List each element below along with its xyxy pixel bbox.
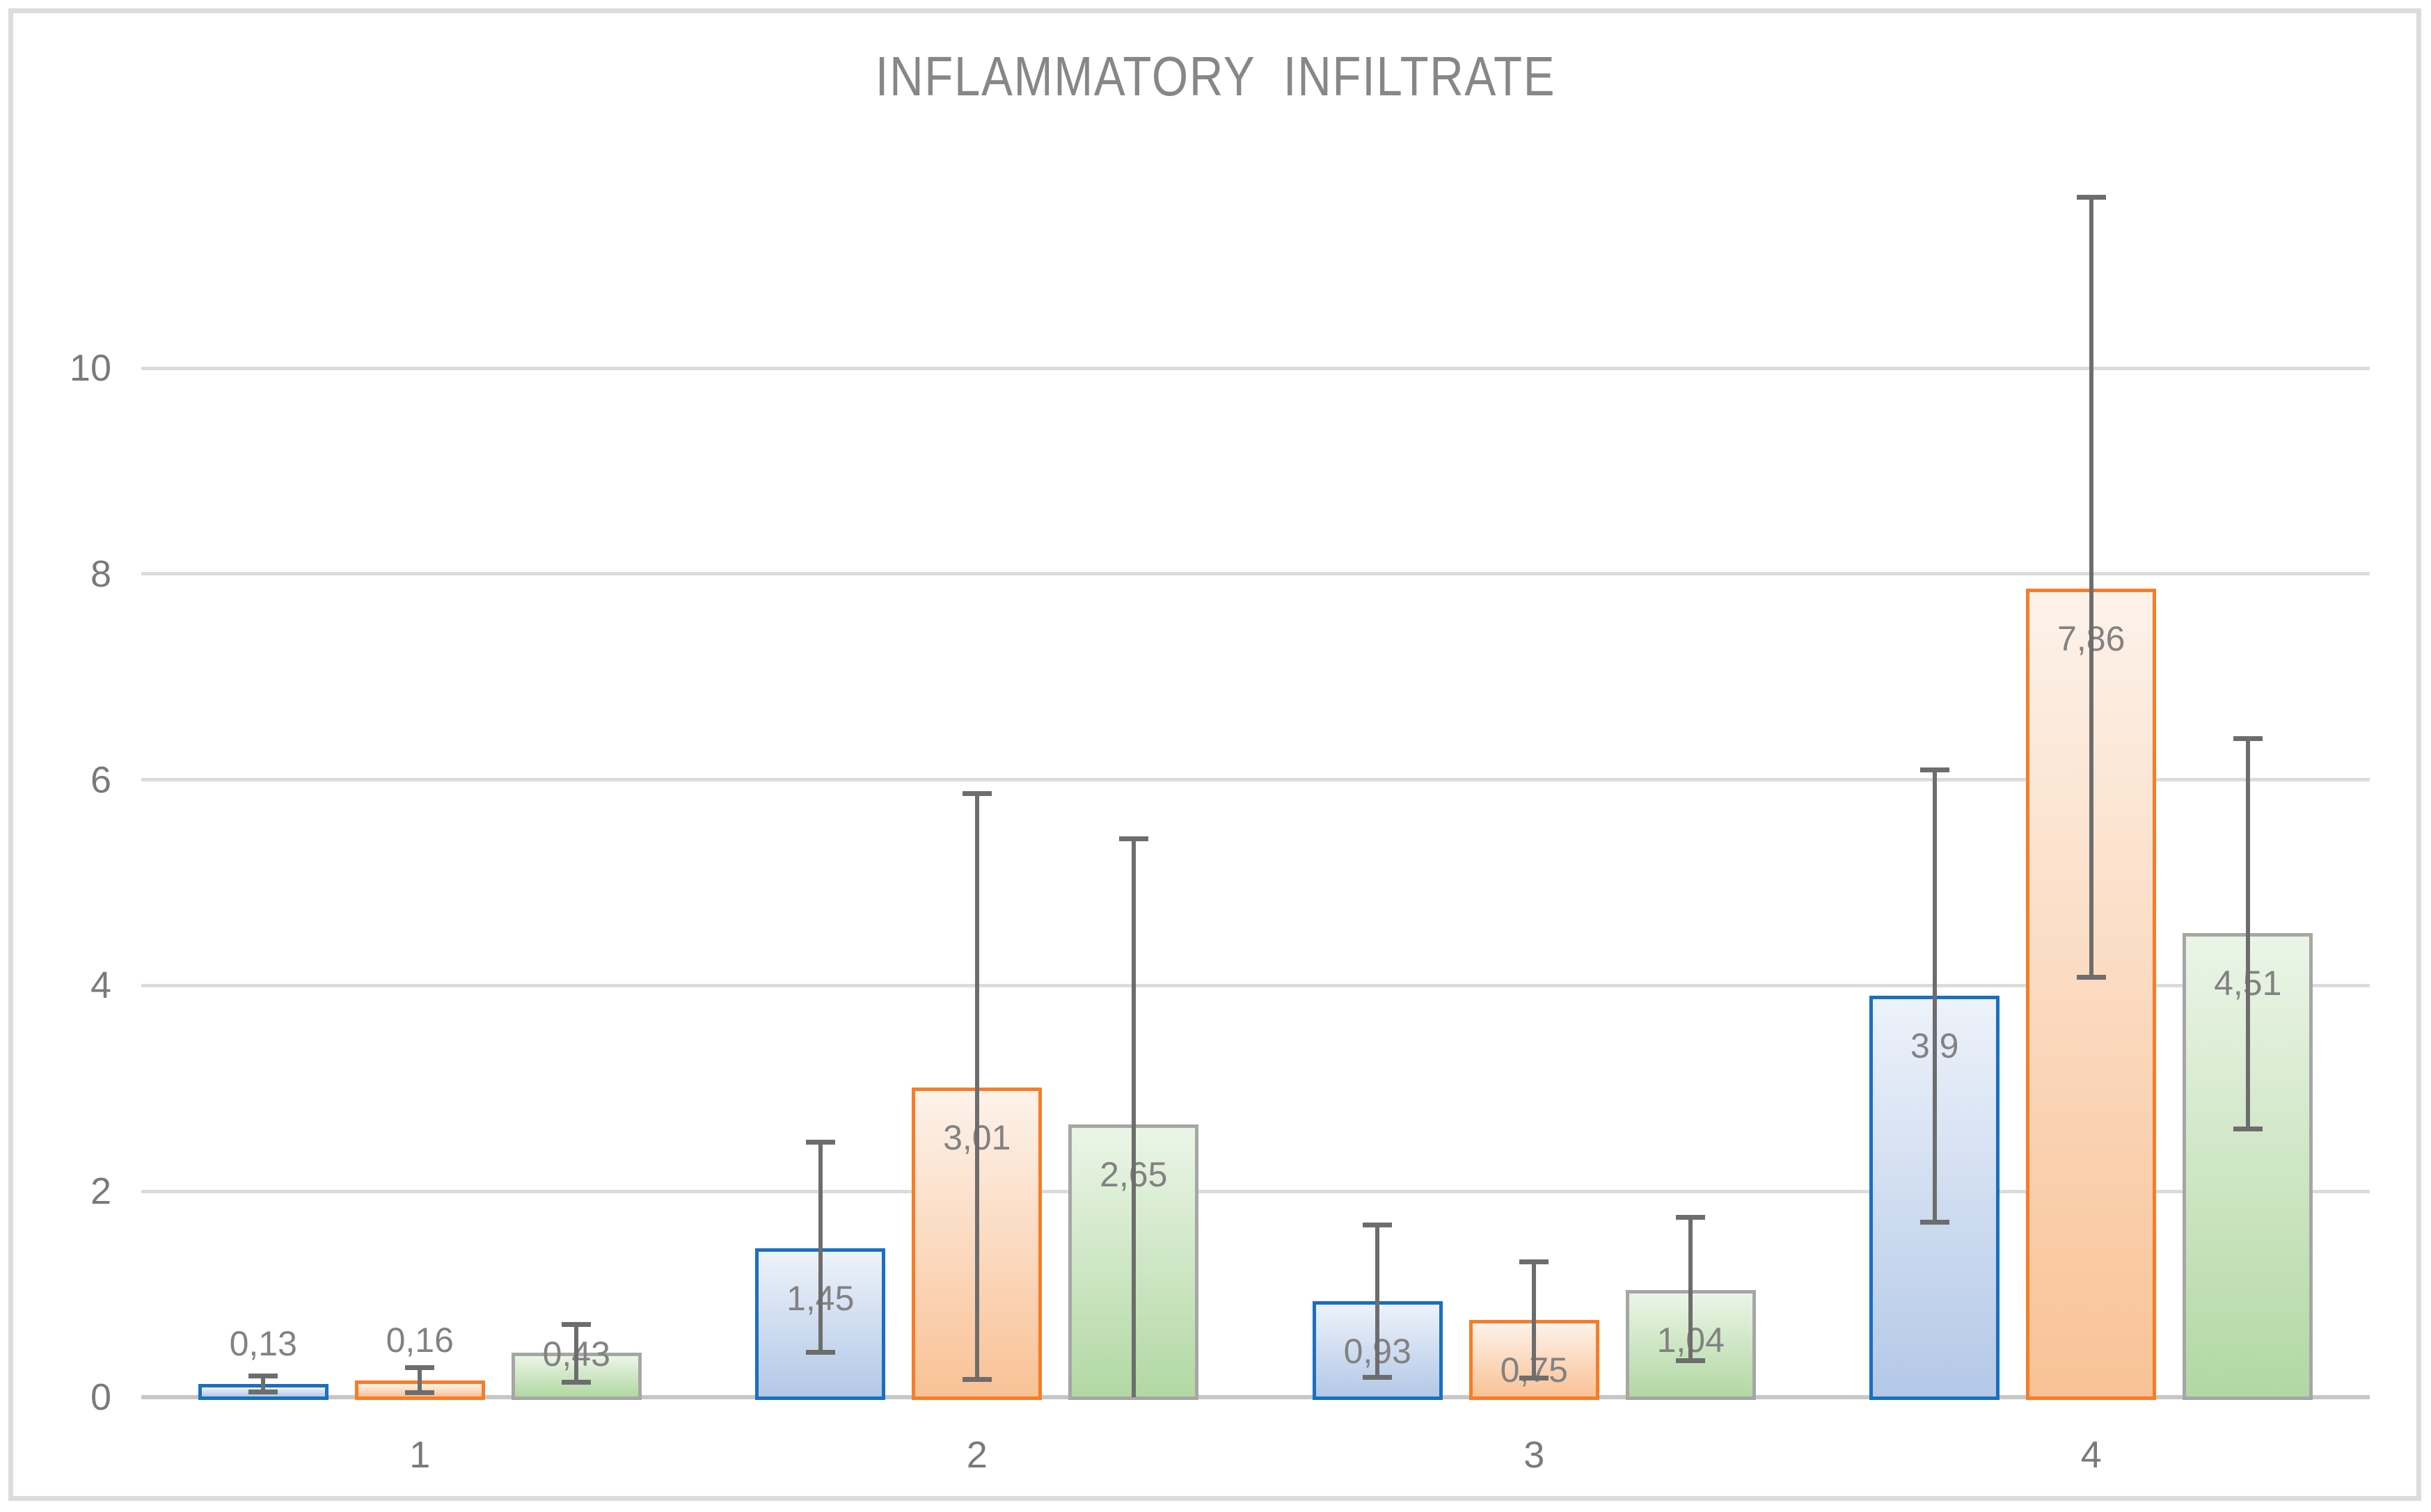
error-bar-cap-top-series-green-cat3 — [1676, 1215, 1706, 1220]
error-bar-line-series-orange-cat4 — [2089, 197, 2093, 978]
gridline-8 — [141, 572, 2370, 576]
error-bar-line-series-blue-cat4 — [1932, 769, 1937, 1223]
error-bar-cap-bottom-series-blue-cat1 — [248, 1389, 278, 1394]
y-tick-8: 8 — [90, 552, 111, 595]
x-category-label-2: 2 — [966, 1434, 988, 1476]
error-bar-line-series-orange-cat2 — [974, 793, 979, 1380]
chart-border — [8, 8, 2421, 1501]
error-bar-cap-top-series-green-cat1 — [562, 1321, 592, 1327]
y-tick-4: 4 — [90, 964, 111, 1007]
error-bar-cap-bottom-series-blue-cat3 — [1363, 1374, 1393, 1380]
chart-title: INFLAMMATORY INFILTRATE — [875, 45, 1556, 107]
error-bar-cap-top-series-orange-cat3 — [1519, 1259, 1549, 1264]
error-bar-cap-top-series-blue-cat4 — [1919, 767, 1949, 772]
gridline-10 — [141, 366, 2370, 370]
y-tick-10: 10 — [69, 347, 111, 389]
error-bar-line-series-blue-cat1 — [261, 1375, 266, 1392]
error-bar-cap-bottom-series-orange-cat4 — [2076, 974, 2106, 980]
error-bar-cap-top-series-blue-cat3 — [1363, 1222, 1393, 1227]
gridline-6 — [141, 778, 2370, 782]
error-bar-cap-top-series-orange-cat4 — [2076, 195, 2106, 200]
error-bar-cap-bottom-series-orange-cat3 — [1519, 1376, 1549, 1381]
error-bar-cap-bottom-series-orange-cat1 — [405, 1390, 435, 1396]
x-category-label-3: 3 — [1523, 1434, 1545, 1476]
value-label-series-blue-cat1: 0,13 — [229, 1323, 297, 1363]
y-tick-0: 0 — [90, 1376, 111, 1418]
error-bar-cap-top-series-orange-cat2 — [962, 790, 992, 796]
error-bar-cap-bottom-series-green-cat1 — [562, 1380, 592, 1385]
error-bar-cap-top-series-green-cat2 — [1118, 836, 1148, 841]
error-bar-line-series-green-cat3 — [1688, 1217, 1693, 1362]
error-bar-line-series-blue-cat2 — [818, 1142, 823, 1353]
error-bar-cap-bottom-series-blue-cat4 — [1919, 1219, 1949, 1225]
x-category-label-4: 4 — [2080, 1434, 2102, 1476]
error-bar-cap-top-series-blue-cat1 — [248, 1373, 278, 1378]
error-bar-cap-top-series-orange-cat1 — [405, 1365, 435, 1371]
error-bar-line-series-green-cat4 — [2245, 738, 2250, 1130]
error-bar-cap-top-series-green-cat4 — [2233, 736, 2263, 742]
error-bar-cap-bottom-series-blue-cat2 — [805, 1350, 835, 1355]
error-bar-line-series-green-cat1 — [574, 1323, 579, 1383]
error-bar-line-series-orange-cat1 — [418, 1367, 422, 1394]
error-bar-cap-bottom-series-orange-cat2 — [962, 1376, 992, 1382]
value-label-series-orange-cat1: 0,16 — [386, 1321, 454, 1360]
y-tick-2: 2 — [90, 1170, 111, 1213]
x-category-label-1: 1 — [409, 1434, 431, 1476]
error-bar-cap-bottom-series-green-cat4 — [2233, 1127, 2263, 1132]
gridline-4 — [141, 983, 2370, 987]
y-tick-6: 6 — [90, 758, 111, 801]
error-bar-line-series-green-cat2 — [1131, 838, 1136, 1397]
error-bar-line-series-orange-cat3 — [1532, 1261, 1537, 1379]
error-bar-cap-top-series-blue-cat2 — [805, 1140, 835, 1145]
error-bar-cap-bottom-series-green-cat3 — [1676, 1358, 1706, 1364]
x-axis-line — [141, 1395, 2370, 1399]
error-bar-line-series-blue-cat3 — [1375, 1224, 1380, 1378]
gridline-2 — [141, 1189, 2370, 1193]
